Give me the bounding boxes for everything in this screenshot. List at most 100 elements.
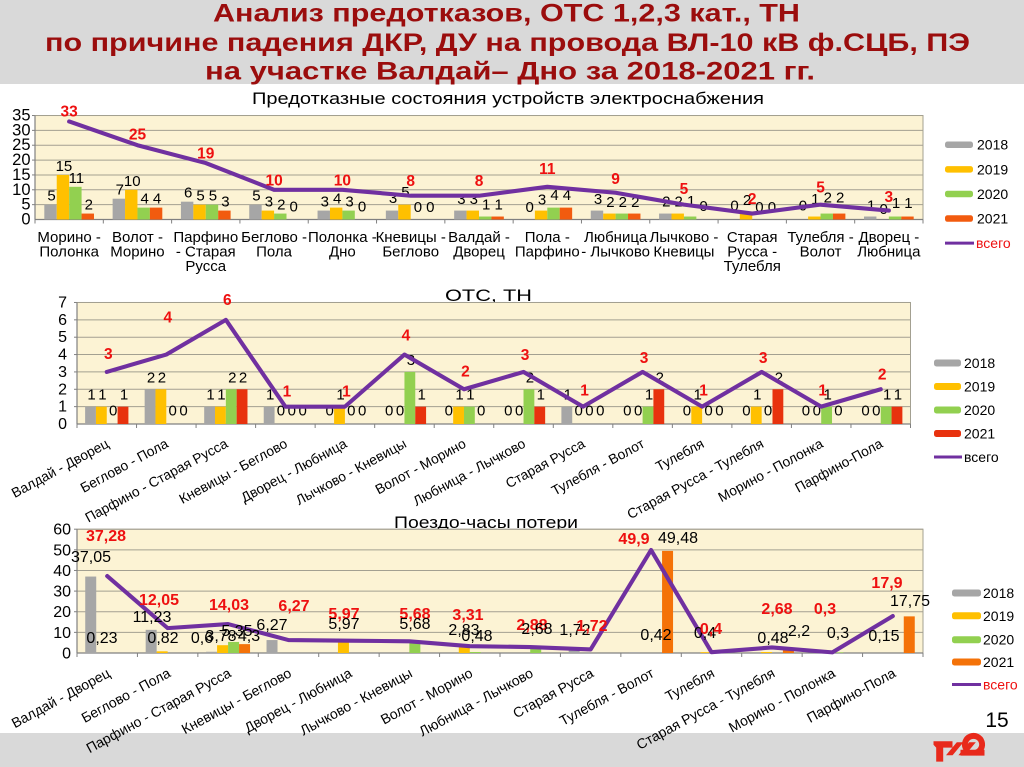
svg-text:1: 1 xyxy=(266,387,274,404)
svg-text:2018: 2018 xyxy=(964,355,995,371)
svg-text:5: 5 xyxy=(680,181,689,198)
svg-text:0: 0 xyxy=(58,416,67,433)
svg-text:0: 0 xyxy=(290,199,298,216)
svg-text:5,97: 5,97 xyxy=(328,606,359,623)
svg-text:2,68: 2,68 xyxy=(521,621,552,638)
svg-text:5: 5 xyxy=(401,184,409,201)
svg-text:0: 0 xyxy=(298,403,306,420)
svg-text:Полонка -: Полонка - xyxy=(308,229,377,246)
svg-text:3: 3 xyxy=(345,194,353,211)
svg-text:10: 10 xyxy=(124,173,141,190)
svg-text:1: 1 xyxy=(892,195,900,212)
svg-text:2: 2 xyxy=(85,197,93,214)
svg-text:1: 1 xyxy=(894,387,902,404)
svg-text:3: 3 xyxy=(885,189,894,206)
svg-text:1: 1 xyxy=(694,387,702,404)
svg-text:0: 0 xyxy=(574,403,582,420)
svg-text:Морино -: Морино - xyxy=(37,229,101,246)
svg-text:1: 1 xyxy=(867,198,875,215)
svg-text:12,05: 12,05 xyxy=(139,592,179,609)
svg-text:Парфино: Парфино xyxy=(515,244,580,261)
svg-text:2: 2 xyxy=(824,190,832,207)
svg-text:2: 2 xyxy=(836,190,844,207)
svg-text:2019: 2019 xyxy=(964,379,995,395)
svg-text:1: 1 xyxy=(206,387,214,404)
svg-text:0: 0 xyxy=(385,403,393,420)
svg-text:2021: 2021 xyxy=(983,654,1014,670)
svg-text:30: 30 xyxy=(53,584,71,601)
svg-text:17,75: 17,75 xyxy=(890,593,930,610)
svg-text:3: 3 xyxy=(538,192,546,209)
svg-text:2018: 2018 xyxy=(983,585,1014,601)
svg-text:Русса: Русса xyxy=(185,258,226,275)
svg-text:1: 1 xyxy=(494,197,502,214)
svg-text:1: 1 xyxy=(564,387,572,404)
svg-text:17,9: 17,9 xyxy=(871,575,902,592)
svg-text:5: 5 xyxy=(21,196,30,214)
svg-text:2019: 2019 xyxy=(977,161,1008,177)
svg-text:10: 10 xyxy=(12,181,30,199)
svg-text:1: 1 xyxy=(645,387,653,404)
svg-text:2: 2 xyxy=(619,194,627,211)
svg-text:0: 0 xyxy=(526,199,534,216)
svg-text:15: 15 xyxy=(12,166,30,184)
svg-text:8: 8 xyxy=(475,173,484,190)
svg-text:0: 0 xyxy=(358,403,366,420)
svg-text:3: 3 xyxy=(389,190,397,207)
svg-text:Русса -: Русса - xyxy=(727,244,777,261)
svg-text:0,4: 0,4 xyxy=(694,625,716,642)
svg-text:0: 0 xyxy=(358,199,366,216)
svg-text:5: 5 xyxy=(58,329,67,346)
svg-text:0: 0 xyxy=(504,403,512,420)
svg-text:0: 0 xyxy=(585,403,593,420)
svg-text:25: 25 xyxy=(129,127,147,144)
svg-text:5,68: 5,68 xyxy=(399,606,430,623)
svg-text:всего: всего xyxy=(976,235,1011,251)
svg-text:Беглово: Беглово xyxy=(382,244,439,261)
svg-text:11: 11 xyxy=(539,161,556,178)
svg-text:3: 3 xyxy=(640,350,649,367)
svg-text:- Старая: - Старая xyxy=(176,244,236,261)
svg-text:0,82: 0,82 xyxy=(147,630,178,647)
svg-text:Пола: Пола xyxy=(256,244,293,261)
svg-text:3: 3 xyxy=(104,346,113,363)
svg-text:0: 0 xyxy=(764,403,772,420)
svg-text:0: 0 xyxy=(445,403,453,420)
svg-text:2,68: 2,68 xyxy=(761,601,792,618)
svg-text:35: 35 xyxy=(12,107,30,125)
svg-text:1: 1 xyxy=(283,384,292,401)
svg-text:0: 0 xyxy=(347,403,355,420)
svg-text:4: 4 xyxy=(333,191,341,208)
svg-text:1: 1 xyxy=(580,383,589,400)
svg-text:37,28: 37,28 xyxy=(86,528,126,545)
svg-text:0: 0 xyxy=(802,403,810,420)
svg-text:всего: всего xyxy=(964,449,999,465)
svg-text:5,35: 5,35 xyxy=(221,623,252,640)
svg-text:5: 5 xyxy=(47,188,55,205)
svg-text:2020: 2020 xyxy=(983,632,1014,648)
svg-text:Тулебля -: Тулебля - xyxy=(787,229,853,246)
svg-text:0: 0 xyxy=(683,403,691,420)
svg-text:1: 1 xyxy=(98,387,106,404)
svg-text:0: 0 xyxy=(813,403,821,420)
svg-text:Поездо-часы потери: Поездо-часы потери xyxy=(394,513,578,532)
svg-text:2020: 2020 xyxy=(977,186,1008,202)
svg-text:Волот: Волот xyxy=(800,244,842,261)
svg-text:0: 0 xyxy=(704,403,712,420)
svg-text:0: 0 xyxy=(169,403,177,420)
svg-text:2: 2 xyxy=(656,369,664,386)
svg-text:2: 2 xyxy=(606,194,614,211)
svg-text:3: 3 xyxy=(58,364,67,381)
svg-text:0,48: 0,48 xyxy=(461,628,492,645)
svg-text:33: 33 xyxy=(61,103,79,120)
svg-text:Тулебля: Тулебля xyxy=(724,258,781,275)
svg-text:1: 1 xyxy=(753,387,761,404)
svg-text:0,6: 0,6 xyxy=(191,630,213,647)
svg-text:50: 50 xyxy=(53,542,71,559)
svg-text:3: 3 xyxy=(265,194,273,211)
svg-text:2: 2 xyxy=(228,369,236,386)
svg-text:5,68: 5,68 xyxy=(399,616,430,633)
svg-text:0: 0 xyxy=(596,403,604,420)
svg-text:60: 60 xyxy=(53,522,71,539)
svg-text:Предотказные состояния устройс: Предотказные состояния устройств электро… xyxy=(252,89,764,108)
